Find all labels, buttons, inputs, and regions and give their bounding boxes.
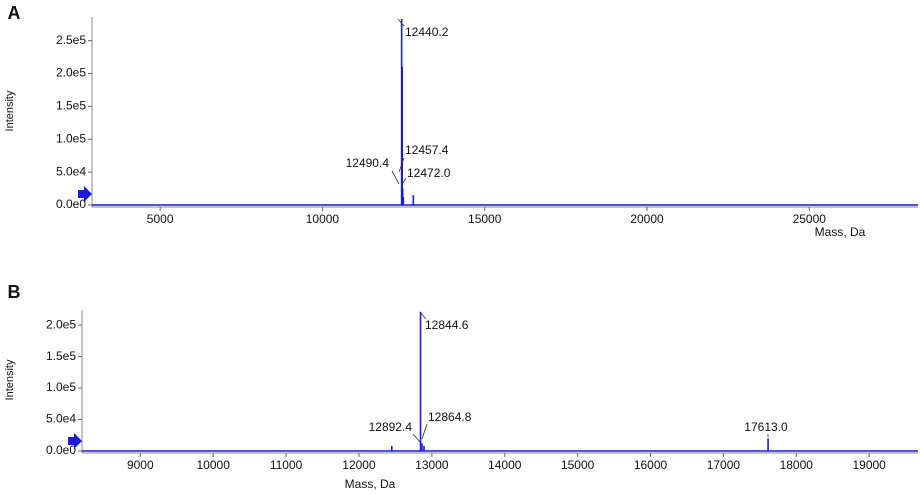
x-axis-title: Mass, Da — [345, 477, 396, 491]
y-tick-label: 2.0e5 — [56, 66, 86, 80]
x-tick-label: 10000 — [197, 458, 231, 472]
peak-annotation: 12440.2 — [405, 25, 449, 39]
y-tick-label: 1.5e5 — [56, 99, 86, 113]
y-tick-label: 1.0e5 — [56, 131, 86, 145]
x-tick-label: 13000 — [415, 458, 449, 472]
panel-label: B — [8, 282, 21, 302]
x-tick-label: 9000 — [127, 458, 154, 472]
y-tick-label: 2.5e5 — [56, 33, 86, 47]
annotation-leader — [398, 157, 405, 173]
y-tick-label: 1.0e5 — [46, 380, 76, 394]
y-tick-label: 2.0e5 — [46, 317, 76, 331]
x-tick-label: 19000 — [852, 458, 886, 472]
peak-annotation: 12472.0 — [407, 166, 451, 180]
x-axis-title: Mass, Da — [815, 225, 866, 239]
y-tick-label: 5.0e4 — [46, 412, 76, 426]
annotation-leader — [421, 423, 428, 440]
x-tick-label: 15000 — [468, 212, 502, 226]
peak-annotation: 12457.4 — [405, 143, 449, 157]
x-tick-label: 20000 — [630, 212, 664, 226]
baseline-arrow — [68, 433, 82, 449]
baseline-arrow — [78, 186, 92, 202]
x-tick-label: 12000 — [342, 458, 376, 472]
x-tick-label: 10000 — [306, 212, 340, 226]
peak-annotation: 12892.4 — [369, 420, 413, 434]
annotation-leader — [419, 311, 427, 320]
annotation-leader — [400, 177, 407, 187]
x-tick-label: 11000 — [270, 458, 303, 472]
x-tick-label: 14000 — [488, 458, 522, 472]
x-tick-label: 17000 — [707, 458, 741, 472]
x-tick-label: 5000 — [147, 212, 174, 226]
y-tick-label: 0.0e0 — [56, 197, 86, 211]
x-tick-label: 18000 — [780, 458, 814, 472]
y-axis-title: Intensity — [4, 90, 16, 131]
x-tick-label: 16000 — [634, 458, 668, 472]
y-tick-label: 5.0e4 — [56, 164, 86, 178]
annotation-leader — [391, 170, 400, 185]
y-tick-label: 0.0e0 — [46, 443, 76, 457]
panel-label: A — [8, 3, 21, 23]
peak-annotation: 12490.4 — [346, 156, 390, 170]
peak-annotation: 17613.0 — [744, 420, 788, 434]
peak-annotation: 12844.6 — [425, 318, 469, 332]
y-tick-label: 1.5e5 — [46, 349, 76, 363]
annotation-leader — [397, 18, 405, 27]
annotation-leader — [412, 433, 421, 443]
peak-annotation: 12864.8 — [428, 410, 472, 424]
x-tick-label: 25000 — [793, 212, 827, 226]
x-tick-label: 15000 — [561, 458, 595, 472]
y-axis-title: Intensity — [4, 359, 16, 400]
